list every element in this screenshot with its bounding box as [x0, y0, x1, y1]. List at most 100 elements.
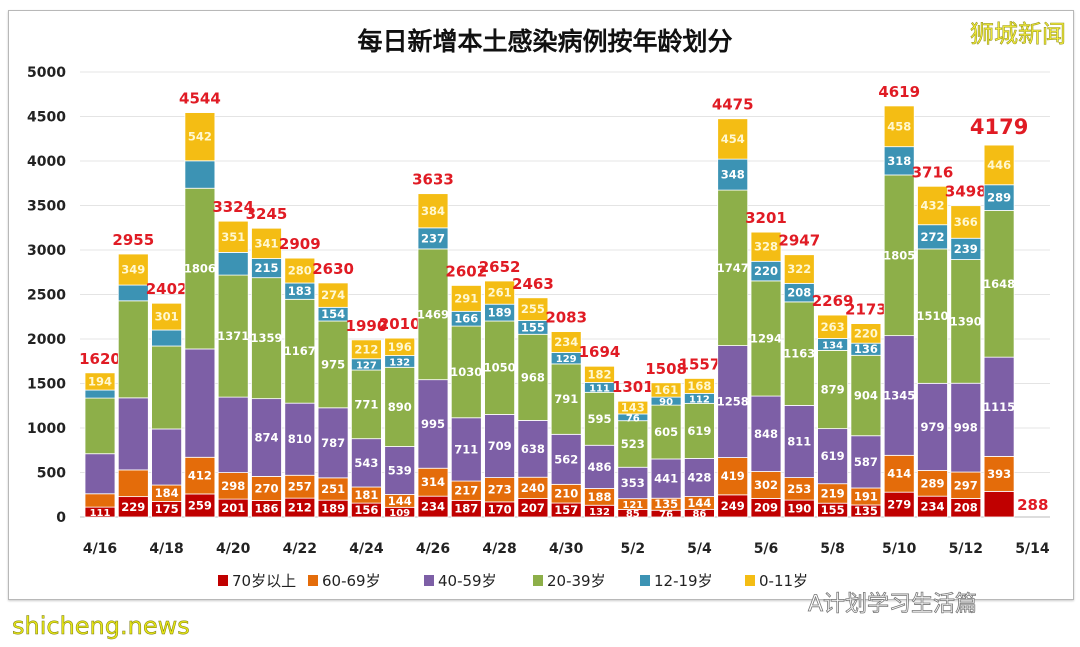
total-label: 1990: [346, 317, 388, 335]
segment-label: 209: [754, 501, 778, 515]
total-label: 4179: [970, 115, 1028, 139]
segment-label: 619: [687, 424, 711, 438]
y-tick-label: 4000: [27, 154, 66, 170]
bar-stack-4/22: 212 257 810 1167 183 280 2909: [279, 235, 321, 518]
bar-stack-4/21: 186 270 874 1359 215 341 3245: [246, 205, 287, 518]
y-tick-label: 1500: [27, 377, 66, 393]
bar-segment: [184, 456, 216, 495]
total-label: 4544: [179, 90, 221, 108]
total-label: 1301: [612, 378, 654, 396]
x-tick-label: 4/18: [149, 541, 183, 557]
y-tick-label: 500: [37, 466, 66, 482]
bar-segment: [650, 458, 682, 499]
segment-label: 890: [388, 400, 412, 414]
segment-label: 975: [321, 357, 345, 371]
bar-stack-4/26: 234 314 995 1469 237 384 3633: [412, 171, 454, 518]
segment-label: 1390: [950, 314, 982, 328]
segment-label: 542: [188, 130, 212, 144]
legend-swatch: [308, 575, 318, 586]
segment-label: 419: [721, 469, 745, 483]
bar-segment: [151, 428, 183, 486]
bar-segment: [151, 329, 183, 347]
bar-segment: [783, 301, 815, 406]
bar-segment: [251, 227, 282, 259]
y-tick-label: 0: [56, 510, 66, 526]
segment-label: 166: [454, 312, 478, 326]
segment-label: 351: [221, 230, 245, 244]
total-label: 3716: [912, 163, 954, 181]
segment-label: 879: [821, 383, 845, 397]
segment-label: 874: [254, 431, 278, 445]
bar-stack-4/29: 207 240 638 968 155 255 2463: [512, 275, 554, 518]
total-label: 2173: [845, 301, 887, 319]
segment-label: 261: [488, 286, 512, 300]
bar-stack-4/16: 111 194 1620: [79, 350, 121, 519]
bar-stack-4/20: 201 298 1371 351 3324: [212, 198, 254, 518]
bar-segment: [484, 320, 516, 415]
segment-label: 995: [421, 417, 445, 431]
bar-stack-4/28: 170 273 709 1050 189 261 2652: [479, 258, 520, 518]
segment-label: 1294: [750, 331, 782, 345]
bar-segment: [384, 366, 416, 447]
segment-label: 811: [787, 434, 811, 448]
bar-segment: [817, 428, 848, 485]
segment-label: 998: [954, 421, 978, 435]
bar-segment: [84, 397, 116, 455]
bar-segment: [750, 471, 782, 499]
bar-segment: [617, 466, 649, 500]
bar-segment: [284, 257, 316, 284]
bar-segment: [117, 253, 149, 286]
segment-label: 904: [854, 389, 878, 403]
total-label: 2630: [312, 260, 354, 278]
bar-segment: [184, 160, 216, 189]
segment-label: 412: [188, 469, 212, 483]
segment-label: 143: [621, 401, 645, 415]
segment-label: 191: [854, 489, 878, 503]
bar-segment: [617, 420, 649, 468]
segment-label: 272: [920, 230, 944, 244]
bar-segment: [417, 467, 449, 497]
segment-label: 543: [354, 456, 378, 470]
segment-label: 1345: [883, 388, 915, 402]
bar-segment: [917, 382, 948, 471]
segment-label: 212: [288, 501, 312, 515]
bar-segment: [350, 369, 382, 440]
segment-label: 109: [389, 508, 410, 519]
bar-segment: [84, 493, 116, 508]
total-label: 2602: [445, 262, 487, 280]
segment-label: 298: [221, 479, 245, 493]
total-label: 2947: [778, 232, 820, 250]
segment-label: 201: [221, 501, 245, 515]
segment-label: 366: [954, 215, 978, 229]
y-tick-label: 3000: [27, 243, 66, 259]
segment-label: 154: [321, 307, 345, 321]
segment-label: 112: [689, 394, 710, 405]
bar-segment: [317, 282, 349, 308]
total-label: 1557: [679, 355, 721, 373]
bar-segment: [550, 363, 582, 435]
legend-label: 40-59岁: [438, 572, 497, 590]
bar-segment: [783, 404, 815, 478]
segment-label: 968: [521, 370, 545, 384]
bar-segment: [450, 285, 482, 312]
segment-label: 523: [621, 437, 645, 451]
bar-stack-4/18: 175 184 301 2402: [146, 280, 187, 518]
legend-label: 0-11岁: [759, 572, 808, 590]
bar-segment: [350, 438, 382, 488]
bar-segment: [917, 470, 948, 497]
legend-swatch: [424, 575, 434, 586]
segment-label: 1115: [983, 400, 1015, 414]
total-label: 2010: [379, 315, 421, 333]
bar-stack-4/27: 187 217 711 1030 166 291 2602: [445, 262, 487, 518]
segment-label: 161: [654, 383, 678, 397]
legend-label: 20-39岁: [547, 572, 606, 590]
bar-segment: [983, 490, 1015, 518]
x-tick-label: 5/14: [1015, 541, 1050, 557]
segment-label: 289: [987, 191, 1011, 205]
bar-segment: [517, 297, 549, 321]
segment-label: 428: [687, 470, 711, 484]
segment-label: 182: [587, 367, 611, 381]
